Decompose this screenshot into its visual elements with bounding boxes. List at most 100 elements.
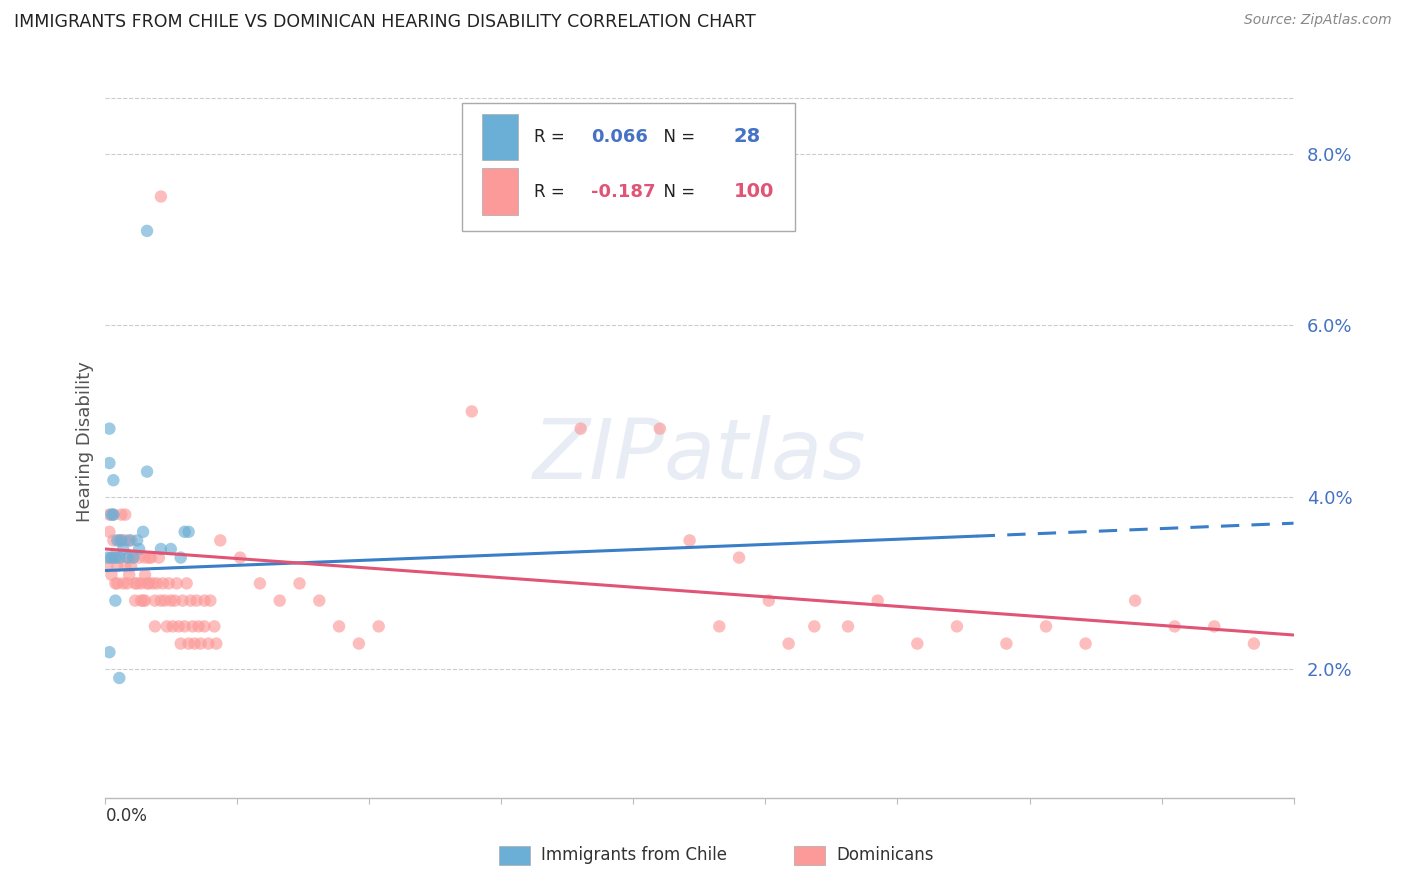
Point [100,550,122,565]
Point [118,533,141,548]
Point [180,593,202,607]
Point [866,593,889,607]
Point [96,559,118,574]
Point [100,550,122,565]
Point [177,524,200,539]
Point [249,576,271,591]
Point [108,533,131,548]
Point [136,465,159,479]
Text: R =: R = [534,128,571,145]
Point [159,541,181,556]
Point [128,550,150,565]
Point [142,576,165,591]
Point [269,593,291,607]
Point [112,576,135,591]
Point [127,576,149,591]
Point [104,593,127,607]
Point [105,576,128,591]
Point [108,671,131,685]
Point [170,550,193,565]
Point [108,550,131,565]
Point [347,637,370,651]
Point [98,645,121,659]
Point [132,524,155,539]
Point [177,637,200,651]
Point [105,559,128,574]
Point [149,189,172,203]
Point [105,533,128,548]
Point [134,567,156,582]
Point [288,576,311,591]
Point [149,593,172,607]
Point [115,576,138,591]
Point [104,550,127,565]
Point [122,550,145,565]
Point [100,567,122,582]
Point [367,619,389,633]
Point [837,619,859,633]
Point [173,524,195,539]
Point [193,593,215,607]
Point [167,619,190,633]
Text: ZIPatlas: ZIPatlas [533,416,866,496]
Point [118,567,141,582]
Point [124,576,146,591]
Point [205,637,228,651]
Point [162,619,184,633]
Text: 28: 28 [734,128,761,146]
Text: 100: 100 [734,182,775,202]
Point [115,550,138,565]
Point [173,619,195,633]
Point [143,593,166,607]
Text: IMMIGRANTS FROM CHILE VS DOMINICAN HEARING DISABILITY CORRELATION CHART: IMMIGRANTS FROM CHILE VS DOMINICAN HEARI… [14,13,756,31]
Point [758,593,780,607]
Point [129,593,152,607]
Point [103,508,125,522]
Point [127,533,149,548]
Point [995,637,1018,651]
Point [1074,637,1097,651]
Point [104,550,127,565]
Text: Dominicans: Dominicans [837,847,934,864]
Point [96,550,118,565]
Point [166,576,188,591]
Point [103,508,125,522]
Text: N =: N = [654,183,700,201]
Point [1164,619,1187,633]
Point [114,533,136,548]
Point [103,533,125,548]
Point [1204,619,1226,633]
Point [946,619,969,633]
Point [149,541,172,556]
Point [110,508,132,522]
Point [112,541,135,556]
Point [229,550,252,565]
Point [138,576,160,591]
Point [176,576,198,591]
Point [114,508,136,522]
Text: N =: N = [654,128,700,145]
Point [120,533,142,548]
Point [709,619,731,633]
Point [139,550,162,565]
Point [104,576,127,591]
Point [728,550,751,565]
Point [156,619,179,633]
Point [110,533,132,548]
Point [905,637,928,651]
Point [190,637,212,651]
Text: 0.066: 0.066 [592,128,648,145]
Point [1243,637,1265,651]
Point [209,533,232,548]
Point [129,576,152,591]
Point [143,619,166,633]
Point [187,619,209,633]
Point [153,593,176,607]
Point [157,576,180,591]
Point [108,550,131,565]
Point [197,637,219,651]
Point [134,593,156,607]
FancyBboxPatch shape [461,103,794,231]
Point [103,473,125,487]
Point [110,533,132,548]
